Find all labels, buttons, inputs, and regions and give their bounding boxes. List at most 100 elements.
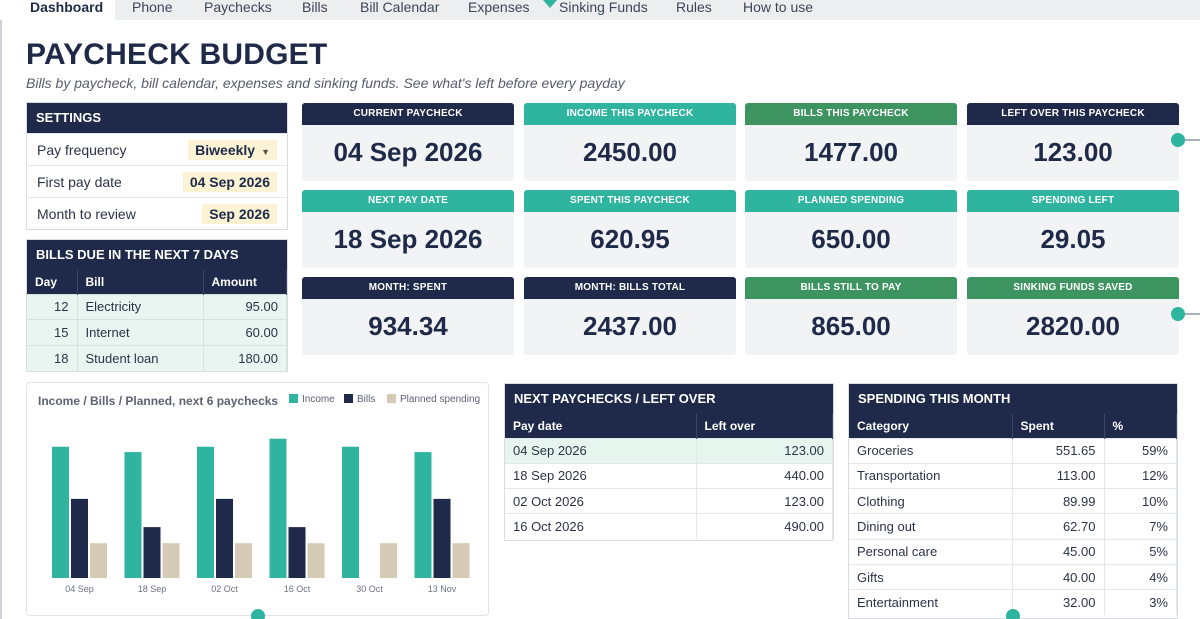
tab-bill-calendar[interactable]: Bill Calendar [360, 0, 440, 15]
bill-cell: Student loan [77, 344, 204, 371]
kpi-card-next-pay-date: NEXT PAY DATE 18 Sep 2026 [302, 190, 514, 268]
bills-due-table: Day Bill Amount 12 Electricity 95.00 15 … [27, 270, 287, 371]
kpi-card-income-this-paycheck: INCOME THIS PAYCHECK 2450.00 [524, 103, 736, 181]
legend-item-planned: Planned spending [387, 394, 480, 405]
x-tick-label: 18 Sep [138, 584, 167, 594]
resize-handle[interactable] [251, 609, 265, 619]
kpi-value: 29.05 [1040, 224, 1106, 254]
table-row[interactable]: Gifts 40.00 4% [849, 563, 1177, 590]
tab-rules[interactable]: Rules [676, 0, 712, 15]
column-header: % [1104, 414, 1177, 438]
kpi-value: 1477.00 [804, 137, 898, 167]
category-cell: Gifts [849, 563, 1013, 590]
kpi-card-sinking-funds-saved: SINKING FUNDS SAVED 2820.00 [967, 277, 1179, 355]
pay-frequency-dropdown[interactable]: Biweekly ▼ [188, 140, 277, 160]
bar-income [342, 446, 359, 578]
kpi-label: BILLS THIS PAYCHECK [745, 103, 957, 125]
table-row[interactable]: Entertainment 32.00 3% [849, 589, 1177, 616]
pay-frequency-value: Biweekly [195, 142, 256, 158]
kpi-value: 123.00 [1033, 137, 1113, 167]
chevron-down-icon: ▼ [261, 147, 270, 157]
bar-income [414, 452, 432, 578]
legend-label: Bills [357, 394, 376, 405]
table-row[interactable]: Personal care 45.00 5% [849, 538, 1177, 565]
bar-income [197, 446, 214, 578]
chart-title: Income / Bills / Planned, next 6 paychec… [38, 394, 279, 408]
kpi-value: 2437.00 [583, 311, 677, 341]
table-row[interactable]: Clothing 89.99 10% [849, 488, 1177, 514]
tab-dashboard[interactable]: Dashboard [0, 0, 116, 20]
amount-cell: 180.00 [203, 344, 287, 371]
table-row[interactable]: Dining out 62.70 7% [849, 513, 1177, 540]
kpi-label: PLANNED SPENDING [745, 190, 957, 212]
tab-sinking-funds[interactable]: Sinking Funds [559, 0, 648, 15]
x-tick-label: 02 Oct [211, 584, 238, 594]
kpi-value: 04 Sep 2026 [333, 137, 483, 167]
page-subtitle: Bills by paycheck, bill calendar, expens… [26, 75, 625, 91]
table-row[interactable]: 02 Oct 2026 123.00 [505, 488, 833, 514]
resize-handle[interactable] [1171, 307, 1185, 321]
tab-expenses[interactable]: Expenses [468, 0, 530, 15]
legend-item-income: Income [289, 394, 335, 405]
table-row[interactable]: 18 Student loan 180.00 [27, 344, 287, 371]
percent-cell: 7% [1104, 513, 1177, 540]
kpi-label: SPENT THIS PAYCHECK [524, 190, 736, 212]
pay-date-cell: 16 Oct 2026 [505, 513, 697, 540]
kpi-card-current-paycheck: CURRENT PAYCHECK 04 Sep 2026 [302, 103, 514, 181]
kpi-card-bills-still-to-pay: BILLS STILL TO PAY 865.00 [745, 277, 957, 355]
kpi-card-left-over: LEFT OVER THIS PAYCHECK 123.00 [967, 103, 1179, 181]
percent-cell: 59% [1104, 437, 1177, 464]
category-cell: Clothing [849, 488, 1013, 514]
sheet-tab-bar: Dashboard Phone Paychecks Bills Bill Cal… [0, 0, 1200, 20]
left-over-cell: 123.00 [696, 488, 833, 514]
setting-label: Pay frequency [37, 142, 127, 158]
bar-bills [143, 527, 161, 578]
bar-planned-spending [307, 543, 325, 578]
setting-month-to-review: Month to review Sep 2026 [27, 197, 287, 229]
kpi-label: SINKING FUNDS SAVED [967, 277, 1179, 299]
resize-handle[interactable] [1006, 609, 1020, 619]
spent-cell: 40.00 [1012, 563, 1105, 590]
table-row[interactable]: Groceries 551.65 59% [849, 437, 1177, 464]
month-to-review-field[interactable]: Sep 2026 [202, 204, 277, 224]
table-row[interactable]: Transportation 113.00 12% [849, 462, 1177, 489]
setting-first-pay-date: First pay date 04 Sep 2026 [27, 165, 287, 197]
kpi-value: 18 Sep 2026 [333, 224, 483, 254]
legend-label: Income [302, 394, 335, 405]
kpi-card-bills-this-paycheck: BILLS THIS PAYCHECK 1477.00 [745, 103, 957, 181]
percent-cell: 4% [1104, 563, 1177, 590]
first-pay-date-field[interactable]: 04 Sep 2026 [182, 172, 277, 192]
kpi-value: 650.00 [811, 224, 891, 254]
table-row[interactable]: 15 Internet 60.00 [27, 319, 287, 345]
x-tick-label: 30 Oct [356, 584, 383, 594]
percent-cell: 12% [1104, 462, 1177, 489]
kpi-card-month-bills-total: MONTH: BILLS TOTAL 2437.00 [524, 277, 736, 355]
table-row[interactable]: 18 Sep 2026 440.00 [505, 462, 833, 489]
left-over-cell: 440.00 [696, 462, 833, 489]
amount-cell: 95.00 [203, 293, 287, 320]
resize-handle[interactable] [1171, 133, 1185, 147]
setting-pay-frequency: Pay frequency Biweekly ▼ [27, 133, 287, 165]
table-row[interactable]: 04 Sep 2026 123.00 [505, 437, 833, 464]
category-cell: Entertainment [849, 589, 1013, 616]
tab-drop-marker-icon [543, 0, 557, 8]
pay-date-cell: 02 Oct 2026 [505, 488, 697, 514]
dashboard-sheet: PAYCHECK BUDGET Bills by paycheck, bill … [0, 20, 1200, 619]
connector-line [1185, 313, 1200, 315]
bar-bills [288, 527, 306, 578]
legend-swatch [387, 394, 396, 403]
column-header: Left over [696, 414, 833, 438]
tab-paychecks[interactable]: Paychecks [204, 0, 272, 15]
spending-heading: SPENDING THIS MONTH [849, 384, 1177, 414]
legend-swatch [289, 394, 298, 403]
kpi-card-month-spent: MONTH: SPENT 934.34 [302, 277, 514, 355]
table-row[interactable]: 12 Electricity 95.00 [27, 293, 287, 320]
bar-bills [71, 498, 88, 578]
tab-bills[interactable]: Bills [302, 0, 328, 15]
category-cell: Transportation [849, 462, 1013, 489]
table-row[interactable]: 16 Oct 2026 490.00 [505, 513, 833, 540]
left-over-cell: 490.00 [696, 513, 833, 540]
tab-how-to-use[interactable]: How to use [743, 0, 814, 15]
left-over-cell: 123.00 [696, 437, 833, 464]
tab-phone[interactable]: Phone [132, 0, 173, 15]
